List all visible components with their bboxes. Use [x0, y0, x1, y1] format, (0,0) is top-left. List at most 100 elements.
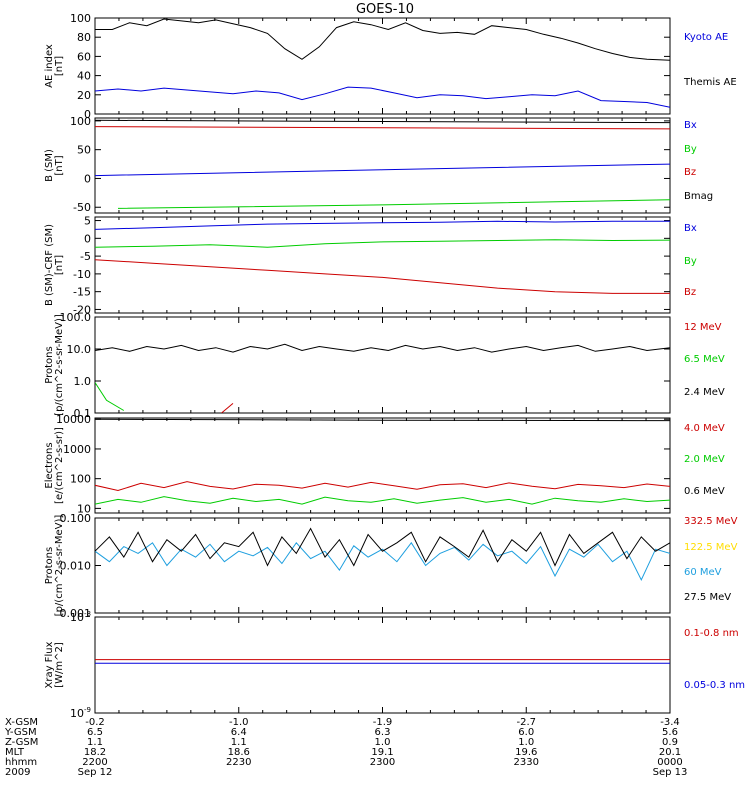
y-tick-label: 5 — [84, 215, 91, 228]
legend-entry: 0.1-0.8 nm — [684, 628, 739, 639]
orbit-table: X-GSMY-GSMZ-GSMMLThhmm2009-0.26.51.118.2… — [4, 717, 687, 778]
series-line-bz — [95, 126, 670, 130]
legend-entry: By — [684, 144, 697, 155]
orbit-cell: 1.0 — [375, 737, 391, 748]
orbit-cell: 1.1 — [231, 737, 247, 748]
y-tick-label: -5 — [80, 250, 91, 263]
series-line-2-4-mev — [95, 343, 670, 353]
y-axis-label: [nT] — [54, 255, 65, 275]
orbit-cell: 1.0 — [518, 737, 534, 748]
panel-frame — [94, 517, 671, 614]
y-tick-label: 0 — [84, 108, 91, 121]
legend-entry: 332.5 MeV — [684, 516, 738, 527]
orbit-row-label: hhmm — [5, 757, 37, 768]
y-tick-label: 10-8 — [70, 610, 91, 624]
orbit-cell: 20.1 — [659, 747, 681, 758]
series-line-2-0-mev — [95, 496, 670, 505]
orbit-cell: 6.4 — [231, 727, 247, 738]
panel-4: 0.1 1.0 10.0 100.0 Protons [p/(cm^2-s-sr-MeV)… — [44, 311, 725, 420]
legend-entry: By — [684, 256, 697, 267]
y-tick-label: 0 — [84, 232, 91, 245]
legend-entry: 0.05-0.3 nm — [684, 680, 745, 691]
y-axis-label: [W/m^2] — [54, 642, 65, 688]
y-axis-label: Protons — [44, 346, 55, 383]
y-tick-label: 0.001 — [60, 607, 92, 620]
orbit-cell: 18.2 — [84, 747, 106, 758]
legend-entry: Bx — [684, 223, 697, 234]
y-tick-label: 1000 — [63, 443, 91, 456]
series-line-27-5-mev — [95, 527, 670, 567]
y-axis-label: [p/(cm^2-s-sr-MeV)] — [54, 515, 65, 617]
y-axis-label: [nT] — [54, 56, 65, 76]
y-tick-label: 100 — [70, 115, 91, 128]
series-line-12-mev — [221, 403, 234, 413]
panel-3: -20 -15 -10 -5 0 5 B (SM)-CRF (SM) [nT] Bx By Bz — [44, 215, 697, 317]
orbit-cell: -1.0 — [229, 717, 249, 728]
panel-6: 0.001 0.010 0.100 Protons [p/(cm^2-s-sr-MeV)… — [44, 512, 738, 620]
orbit-cell: 2300 — [370, 757, 395, 768]
y-axis-label: [p/(cm^2-s-sr-MeV)] — [54, 314, 65, 416]
y-tick-label: 10000 — [56, 413, 91, 426]
orbit-cell: 6.5 — [87, 727, 103, 738]
y-tick-label: 80 — [77, 31, 91, 44]
orbit-row-label: X-GSM — [5, 717, 38, 728]
series-line-bx — [95, 220, 670, 230]
legend-entry: Bz — [684, 167, 696, 178]
series-line-6-5-mev — [95, 382, 125, 411]
legend-entry: Bz — [684, 287, 696, 298]
y-tick-label: -15 — [73, 286, 91, 299]
legend-entry: 12 MeV — [684, 322, 722, 333]
orbit-row-label: MLT — [5, 747, 25, 758]
series-line-bmag — [95, 119, 670, 124]
y-axis-label: B (SM) — [44, 149, 55, 182]
y-tick-label: -20 — [73, 303, 91, 316]
chart-title: GOES-10 — [356, 2, 414, 17]
y-tick-label: -10 — [73, 268, 91, 281]
orbit-cell: 5.6 — [662, 727, 678, 738]
orbit-cell: 2230 — [226, 757, 251, 768]
panel-2: -50 0 50 100 B (SM) [nT] Bx By Bz Bmag — [44, 115, 713, 214]
legend-entry: 60 MeV — [684, 567, 722, 578]
y-tick-label: 20 — [77, 89, 91, 102]
orbit-cell: 0000 — [657, 757, 682, 768]
orbit-row-label: 2009 — [5, 767, 30, 778]
panel-5: 10 100 1000 10000 Electrons [e/(cm^2-s-sr)] 4.… — [44, 413, 725, 515]
orbit-cell: 19.6 — [515, 747, 537, 758]
legend-entry: 4.0 MeV — [684, 423, 725, 434]
legend-entry: 2.0 MeV — [684, 454, 725, 465]
y-tick-label: 60 — [77, 50, 91, 63]
y-tick-label: 100.0 — [60, 311, 92, 324]
y-tick-label: 50 — [77, 144, 91, 157]
orbit-cell: 0.9 — [662, 737, 678, 748]
y-axis-label: [e/(cm^2-s-sr)] — [54, 427, 65, 504]
y-axis-label: [nT] — [54, 155, 65, 175]
legend-entry: Bmag — [684, 191, 713, 202]
orbit-cell: -0.2 — [85, 717, 105, 728]
orbit-cell: Sep 12 — [78, 767, 113, 778]
series-line-60-mev — [95, 541, 670, 581]
y-tick-label: 0.010 — [60, 560, 92, 573]
panel-1: 0 20 40 60 80 100 AE index [nT] Kyoto AE Themis A… — [44, 12, 737, 121]
series-line-0-6-mev — [95, 418, 670, 422]
legend-entry: 122.5 MeV — [684, 542, 738, 553]
y-tick-label: -50 — [73, 201, 91, 214]
orbit-cell: 1.1 — [87, 737, 103, 748]
y-tick-label: 1.0 — [74, 375, 92, 388]
panel-frame — [94, 417, 671, 514]
orbit-cell: 2200 — [82, 757, 107, 768]
legend-entry: Themis AE — [683, 77, 737, 88]
y-axis-label: AE index — [44, 44, 55, 88]
series-line-bz — [95, 259, 670, 294]
y-tick-label: 100 — [70, 12, 91, 25]
y-axis-label: Electrons — [44, 442, 55, 488]
orbit-cell: -3.4 — [660, 717, 680, 728]
orbit-cell: -1.9 — [373, 717, 393, 728]
orbit-cell: -2.7 — [516, 717, 536, 728]
series-line-kyoto-ae — [95, 18, 670, 61]
legend-entry: Bx — [684, 120, 697, 131]
orbit-cell: Sep 13 — [653, 767, 688, 778]
orbit-cell: 19.1 — [371, 747, 393, 758]
